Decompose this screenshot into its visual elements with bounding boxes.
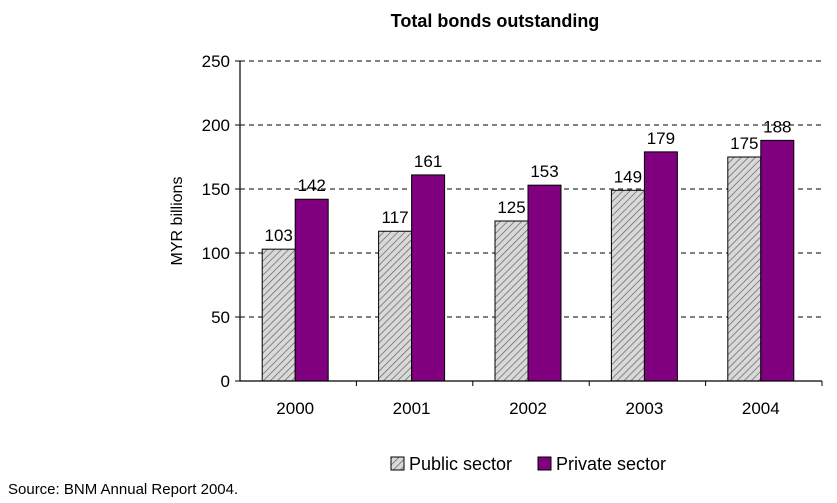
x-category-label: 2000 xyxy=(276,399,314,418)
y-tick-label: 100 xyxy=(202,244,230,263)
x-category-label: 2001 xyxy=(393,399,431,418)
legend-swatch-public-sector xyxy=(390,456,405,471)
y-tick-label: 250 xyxy=(202,52,230,71)
bar-public-sector xyxy=(378,230,413,382)
axes: 0 50 100 150 200 250 2000 2001 2002 2003 2004 xyxy=(202,52,823,418)
source-note: Source: BNM Annual Report 2004. xyxy=(8,481,238,498)
y-tick-label: 50 xyxy=(211,308,230,327)
x-category-label: 2004 xyxy=(742,399,780,418)
y-tick-label: 0 xyxy=(221,372,230,391)
bar-public-sector xyxy=(494,220,529,382)
chart-title: Total bonds outstanding xyxy=(391,11,600,31)
bar-private-sector xyxy=(760,139,795,382)
data-label-private-sector: 153 xyxy=(530,162,558,181)
data-label-private-sector: 161 xyxy=(414,152,442,171)
y-tick-label: 200 xyxy=(202,116,230,135)
x-category-label: 2003 xyxy=(625,399,663,418)
bar-private-sector xyxy=(294,198,329,382)
y-tick-label: 150 xyxy=(202,180,230,199)
bars xyxy=(261,139,795,382)
data-label-public-sector: 125 xyxy=(497,198,525,217)
bar-public-sector xyxy=(727,156,762,382)
data-label-private-sector: 179 xyxy=(647,129,675,148)
legend-label-public-sector: Public sector xyxy=(409,454,512,474)
bar-private-sector xyxy=(527,184,562,382)
bar-private-sector xyxy=(411,174,446,382)
data-label-public-sector: 149 xyxy=(614,167,642,186)
data-label-public-sector: 117 xyxy=(382,208,409,227)
legend-swatch-private-sector xyxy=(537,456,552,471)
y-axis-title: MYR billions xyxy=(169,177,186,266)
x-category-label: 2002 xyxy=(509,399,547,418)
data-label-private-sector: 142 xyxy=(298,176,326,195)
bar-public-sector xyxy=(610,189,645,382)
data-label-private-sector: 188 xyxy=(763,117,791,136)
data-label-public-sector: 175 xyxy=(730,134,758,153)
bar-public-sector xyxy=(261,248,296,382)
bar-private-sector xyxy=(643,151,678,382)
data-labels: 103 142 117 161 125 153 149 179 175 188 xyxy=(265,117,792,245)
legend-label-private-sector: Private sector xyxy=(556,454,666,474)
data-label-public-sector: 103 xyxy=(265,226,293,245)
legend: Public sector Private sector xyxy=(390,454,666,474)
